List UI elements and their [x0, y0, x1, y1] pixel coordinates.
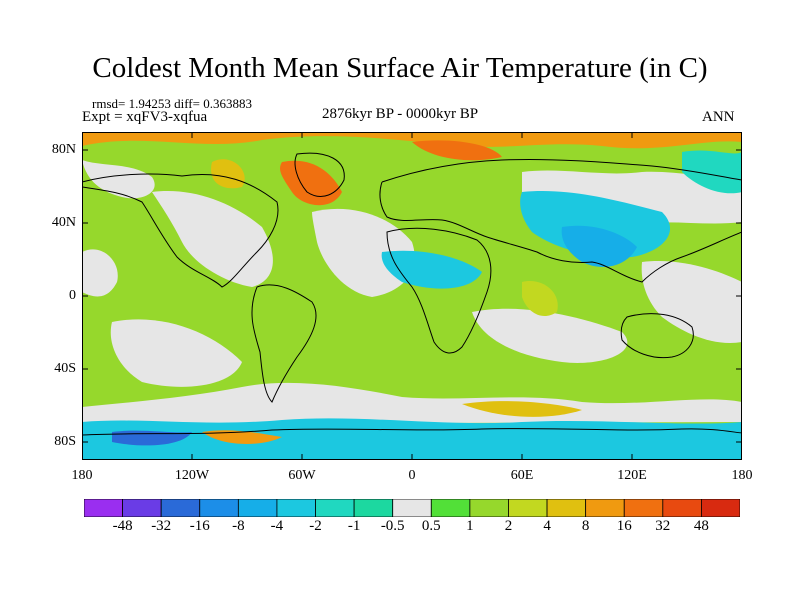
- page-title: Coldest Month Mean Surface Air Temperatu…: [92, 52, 708, 84]
- canada-warm-patch: [211, 159, 245, 189]
- warm-patch-southern-ocean: [462, 401, 582, 417]
- colorbar-swatch: [585, 499, 625, 517]
- colorbar-label: -8: [232, 518, 245, 534]
- siberia-warm-patch: [412, 140, 502, 161]
- neutral-patch-south-pacific: [110, 319, 242, 387]
- lat-label-0: 0: [69, 288, 76, 303]
- colorbar-label: 8: [581, 518, 590, 534]
- colorbar-swatch: [392, 499, 432, 517]
- colorbar-label: -1: [347, 518, 361, 534]
- colorbar-swatch: [276, 499, 316, 517]
- greenland-warm-patch: [280, 160, 342, 206]
- neutral-band-southern-ocean: [82, 382, 742, 424]
- colorbar-label: 2: [504, 518, 513, 534]
- neutral-patch-north-america: [152, 191, 273, 287]
- neutral-patch-atlantic: [312, 208, 415, 297]
- neutral-patch-west-pacific: [641, 261, 742, 343]
- colorbar-label: -32: [151, 518, 172, 534]
- lon-label-0: 0: [408, 468, 416, 483]
- colorbar-label: -16: [189, 518, 210, 534]
- warm-patch-east-africa: [522, 281, 558, 317]
- lon-label-180w: 180: [71, 468, 93, 483]
- colorbar-label: -4: [270, 518, 284, 534]
- colorbar-label: 48: [693, 518, 709, 534]
- warm-patch-antarctic-coast: [202, 430, 282, 444]
- cool-patch-bering: [682, 150, 742, 194]
- lat-label-40n: 40N: [51, 215, 76, 230]
- lon-label-120e: 120E: [617, 468, 647, 483]
- experiment-label: Expt = xqFV3-xqfua: [82, 109, 208, 125]
- colorbar-swatch: [623, 499, 664, 517]
- arctic-warm-band: [82, 132, 742, 149]
- colorbar-label: 16: [616, 518, 632, 534]
- lon-label-60e: 60E: [510, 468, 534, 483]
- rmsd-diff-stats: rmsd= 1.94253 diff= 0.363883: [92, 96, 252, 111]
- colorbar-label: 1: [466, 518, 474, 534]
- colorbar-label: 32: [655, 518, 671, 534]
- cool-patch-sahara: [381, 250, 482, 289]
- season-label: ANN: [702, 109, 735, 125]
- lon-label-120w: 120W: [174, 468, 210, 483]
- colorbar-label: 0.5: [421, 518, 441, 534]
- lon-label-180e: 180: [731, 468, 753, 483]
- colorbar-swatch: [662, 499, 702, 517]
- colorbar-swatch: [160, 499, 201, 517]
- colorbar-swatch: [546, 499, 587, 517]
- colorbar-swatch: [199, 499, 239, 517]
- lat-label-40s: 40S: [54, 361, 76, 376]
- lat-label-80s: 80S: [54, 434, 76, 449]
- coastlines: [82, 152, 742, 436]
- colorbar-label: 4: [543, 518, 551, 534]
- axis-ticks: [82, 132, 742, 460]
- lat-label-80n: 80N: [51, 142, 76, 157]
- neutral-patch-alaska: [82, 160, 155, 199]
- cold-patch-ross-sea: [112, 430, 192, 446]
- neutral-patch-east-pacific: [82, 249, 118, 297]
- colorbar-swatch: [237, 499, 278, 517]
- cool-patch-tibet: [561, 225, 637, 267]
- colorbar-label: -0.5: [380, 518, 405, 534]
- lon-label-60w: 60W: [288, 468, 316, 483]
- colorbar-swatch: [508, 499, 548, 517]
- world-map: [82, 132, 742, 460]
- colorbar: [84, 499, 740, 517]
- colorbar-swatch: [122, 499, 162, 517]
- colorbar-label: -48: [112, 518, 133, 534]
- colorbar-swatch: [430, 499, 471, 517]
- period-label: 2876kyr BP - 0000kyr BP: [321, 106, 479, 122]
- colorbar-label: -2: [309, 518, 322, 534]
- colorbar-swatch: [469, 499, 509, 517]
- colorbar-swatch: [315, 499, 355, 517]
- colorbar-swatch: [701, 499, 740, 517]
- cool-patch-central-asia: [520, 191, 671, 258]
- colorbar-swatch: [84, 499, 123, 517]
- neutral-patch-indian-ocean: [472, 308, 628, 363]
- colorbar-swatch: [353, 499, 394, 517]
